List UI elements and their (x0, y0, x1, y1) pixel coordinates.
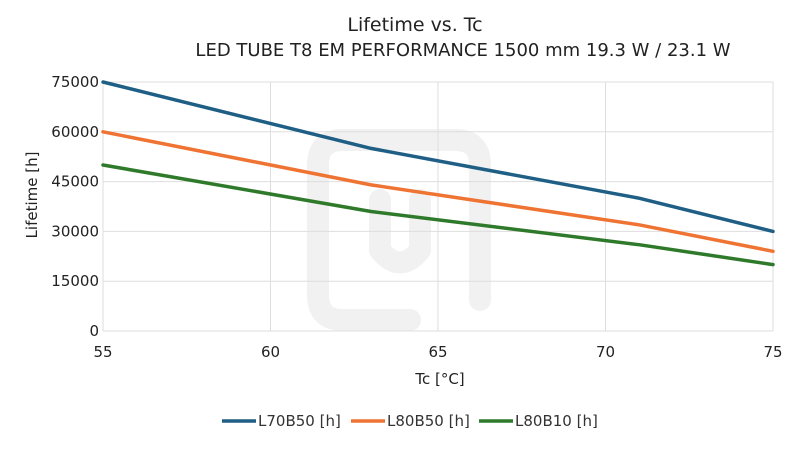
y-axis-ticks: 0 15000 30000 45000 60000 75000 (51, 73, 99, 340)
x-tick-label: 55 (93, 343, 112, 361)
y-tick-label: 30000 (51, 222, 99, 240)
y-tick-label: 45000 (51, 173, 99, 191)
series-line-2 (101, 163, 775, 267)
series-lines (101, 80, 775, 267)
grid (102, 81, 774, 332)
y-tick-label: 15000 (51, 272, 99, 290)
y-tick-label: 0 (89, 322, 99, 340)
legend-label: L80B10 [h] (515, 412, 598, 430)
series-line-0 (101, 80, 775, 234)
x-axis-ticks: 55 60 65 70 75 (93, 343, 782, 361)
x-tick-label: 70 (596, 343, 615, 361)
x-tick-label: 60 (261, 343, 280, 361)
chart-subtitle: LED TUBE T8 EM PERFORMANCE 1500 mm 19.3 … (195, 40, 730, 61)
y-tick-label: 75000 (51, 73, 99, 91)
legend-label: L70B50 [h] (258, 412, 341, 430)
y-axis-label: Lifetime [h] (23, 152, 41, 239)
y-tick-label: 60000 (51, 123, 99, 141)
x-tick-label: 65 (428, 343, 447, 361)
series-line-1 (101, 130, 775, 254)
chart-title: Lifetime vs. Tc (347, 14, 482, 36)
watermark-logo (307, 129, 491, 331)
x-axis-label: Tc [°C] (414, 370, 464, 388)
legend-label: L80B50 [h] (387, 412, 470, 430)
legend: L70B50 [h] L80B50 [h] L80B10 [h] (222, 412, 598, 430)
x-tick-label: 75 (763, 343, 782, 361)
